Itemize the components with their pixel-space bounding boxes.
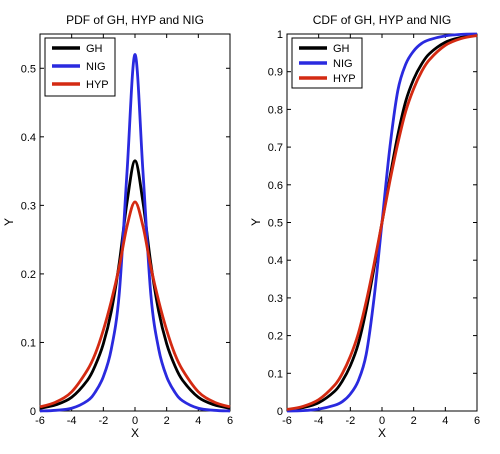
cdf-x-tick-label: 4 xyxy=(442,415,448,427)
pdf-y-tick-label: 0.5 xyxy=(21,63,36,75)
pdf-series-line-nig xyxy=(39,53,231,413)
pdf-y-axis-label: Y xyxy=(2,218,16,226)
cdf-y-tick-label: 1 xyxy=(277,29,283,41)
cdf-y-tick-label: 0.3 xyxy=(268,293,283,305)
pdf-x-axis-label: X xyxy=(131,426,139,440)
cdf-series-lines xyxy=(286,32,478,413)
cdf-y-tick-label: 0 xyxy=(277,406,283,418)
cdf-series-line-hyp xyxy=(286,34,478,411)
cdf-legend-label-nig: NIG xyxy=(333,58,353,70)
pdf-y-axis: 0 0.1 0.2 0.3 0.4 0.5 xyxy=(21,63,230,418)
pdf-x-tick-label: 2 xyxy=(164,415,170,427)
cdf-chart-title: CDF of GH, HYP and NIG xyxy=(313,13,452,27)
cdf-y-tick-label: 0.9 xyxy=(268,67,283,79)
pdf-y-tick-label: 0.2 xyxy=(21,269,36,281)
cdf-x-axis: -6 -4 -2 0 2 4 6 xyxy=(282,34,480,427)
cdf-y-tick-label: 0.1 xyxy=(268,368,283,380)
pdf-x-tick-label: -2 xyxy=(98,415,108,427)
cdf-x-tick-label: 0 xyxy=(379,415,385,427)
cdf-y-axis-label: Y xyxy=(249,218,263,226)
cdf-y-tick-label: 0.8 xyxy=(268,104,283,116)
cdf-y-tick-label: 0.6 xyxy=(268,180,283,192)
cdf-legend-label-gh: GH xyxy=(333,43,350,55)
cdf-y-tick-label: 0.4 xyxy=(268,255,283,267)
pdf-x-tick-label: 4 xyxy=(195,415,201,427)
pdf-chart: PDF of GH, HYP and NIG -6 -4 -2 0 2 4 6 0 0.1 0.… xyxy=(2,13,233,440)
pdf-legend-label-hyp: HYP xyxy=(86,79,109,91)
pdf-plot-area xyxy=(39,33,231,412)
pdf-legend: GH NIG HYP xyxy=(44,37,116,97)
pdf-x-tick-label: 6 xyxy=(227,415,233,427)
pdf-x-tick-label: -6 xyxy=(35,415,45,427)
cdf-x-axis-label: X xyxy=(378,426,386,440)
pdf-x-tick-label: -4 xyxy=(67,415,77,427)
pdf-y-tick-label: 0.1 xyxy=(21,337,36,349)
cdf-y-tick-label: 0.5 xyxy=(268,218,283,230)
cdf-x-tick-label: -2 xyxy=(345,415,355,427)
cdf-legend-label-hyp: HYP xyxy=(333,73,356,85)
pdf-x-tick-label: 0 xyxy=(132,415,138,427)
pdf-y-tick-label: 0.4 xyxy=(21,132,36,144)
cdf-x-tick-label: 6 xyxy=(474,415,480,427)
pdf-series-lines xyxy=(39,53,231,413)
cdf-chart: CDF of GH, HYP and NIG -6 -4 -2 0 2 4 6 0 0.1 0.… xyxy=(249,13,480,440)
pdf-series-line-gh xyxy=(39,159,231,410)
cdf-x-tick-label: -6 xyxy=(282,415,292,427)
pdf-y-tick-label: 0 xyxy=(30,406,36,418)
pdf-legend-label-nig: NIG xyxy=(86,61,106,73)
cdf-x-tick-label: -4 xyxy=(314,415,324,427)
pdf-y-tick-label: 0.3 xyxy=(21,200,36,212)
cdf-y-tick-label: 0.7 xyxy=(268,142,283,154)
pdf-series-line-hyp xyxy=(39,200,231,409)
pdf-legend-label-gh: GH xyxy=(86,43,103,55)
cdf-legend: GH NIG HYP xyxy=(291,37,363,89)
cdf-y-axis: 0 0.1 0.2 0.3 0.4 0.5 0.6 0.7 0.8 0.9 1 xyxy=(268,29,477,418)
pdf-chart-title: PDF of GH, HYP and NIG xyxy=(66,13,204,27)
cdf-y-tick-label: 0.2 xyxy=(268,331,283,343)
cdf-x-tick-label: 2 xyxy=(411,415,417,427)
